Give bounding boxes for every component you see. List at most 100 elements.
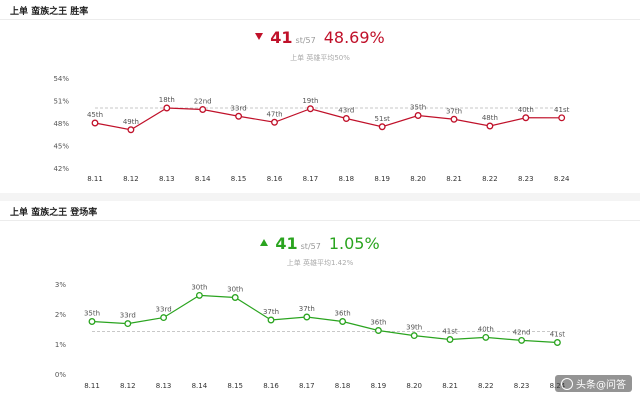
data-label: 33rd: [231, 104, 247, 112]
data-label: 35th: [410, 104, 426, 112]
data-point: [271, 118, 278, 126]
x-tick-label: 8.15: [227, 382, 243, 390]
x-tick-label: 8.19: [371, 382, 387, 390]
x-tick-label: 8.12: [120, 382, 136, 390]
data-label: 22nd: [194, 98, 212, 106]
watermark: 头条@问答: [555, 375, 632, 392]
data-point: [303, 313, 311, 321]
x-tick-label: 8.23: [518, 175, 534, 183]
x-tick-label: 8.20: [410, 175, 426, 183]
y-tick-label: 2%: [55, 311, 66, 319]
data-label: 36th: [370, 319, 386, 327]
y-tick-label: 48%: [53, 120, 69, 128]
data-point: [127, 126, 135, 134]
pickrate-rank-suffix: st: [300, 242, 308, 251]
x-tick-label: 8.13: [156, 382, 172, 390]
x-tick-label: 8.21: [442, 382, 458, 390]
winrate-headline: 41 st/57 48.69%: [0, 28, 640, 47]
winrate-panel: 上单 蛮族之王 胜率 41 st/57 48.69% 上单 英雄平均50% 54% 5…: [0, 0, 640, 193]
data-label: 40th: [478, 325, 494, 333]
winrate-rank: 41: [270, 28, 293, 47]
x-tick-label: 8.23: [514, 382, 530, 390]
y-tick-label: 0%: [55, 371, 66, 379]
data-label: 37th: [446, 107, 462, 115]
data-point: [378, 123, 386, 131]
data-point: [522, 114, 530, 122]
data-point: [91, 119, 99, 127]
x-tick-label: 8.12: [123, 175, 139, 183]
data-point: [231, 294, 239, 301]
data-label: 30th: [191, 283, 207, 291]
winrate-panel-title: 上单 蛮族之王 胜率: [10, 7, 89, 17]
watermark-logo-icon: [561, 378, 573, 390]
x-tick-label: 8.17: [303, 175, 319, 183]
y-tick-label: 45%: [53, 143, 69, 151]
y-tick-label: 54%: [53, 75, 69, 83]
data-point: [450, 115, 458, 123]
x-tick-label: 8.14: [195, 175, 211, 183]
x-tick-label: 8.16: [263, 382, 279, 390]
series-line: [94, 107, 562, 131]
data-label: 45th: [87, 111, 103, 119]
x-tick-label: 8.21: [446, 175, 462, 183]
data-label: 41st: [442, 328, 458, 336]
pickrate-panel-title: 上单 蛮族之王 登场率: [10, 208, 98, 218]
y-tick-label: 1%: [55, 341, 66, 349]
data-point: [235, 112, 243, 120]
title-divider: [0, 220, 640, 221]
x-tick-label: 8.22: [482, 175, 498, 183]
data-label: 37th: [299, 305, 315, 313]
data-label: 41st: [550, 331, 566, 339]
x-tick-label: 8.11: [84, 382, 100, 390]
data-label: 36th: [335, 310, 351, 318]
series-line: [91, 294, 558, 344]
pickrate-headline: 41 st/57 1.05%: [0, 234, 640, 253]
x-tick-label: 8.20: [406, 382, 422, 390]
x-tick-label: 8.17: [299, 382, 315, 390]
data-point: [306, 105, 314, 113]
data-point: [342, 115, 350, 122]
data-point: [160, 314, 168, 322]
winrate-average-note: 上单 英雄平均50%: [290, 54, 350, 62]
watermark-text: 头条@问答: [576, 380, 626, 391]
data-label: 37th: [263, 308, 279, 316]
data-label: 35th: [84, 310, 100, 318]
data-label: 40th: [518, 106, 534, 114]
x-tick-label: 8.18: [339, 175, 355, 183]
x-tick-label: 8.14: [192, 382, 208, 390]
pickrate-average-note: 上单 英雄平均1.42%: [286, 259, 354, 267]
winrate-chart: 54% 51% 48% 45% 42% 45th 49th 18th 22nd 33rd 47th 1…: [53, 75, 570, 183]
data-point: [374, 327, 382, 334]
data-label: 39th: [406, 324, 422, 332]
data-label: 51st: [375, 115, 391, 123]
x-tick-label: 8.19: [374, 175, 390, 183]
x-tick-label: 8.22: [478, 382, 494, 390]
x-tick-label: 8.13: [159, 175, 175, 183]
pickrate-percent: 1.05%: [328, 234, 380, 253]
data-point: [446, 336, 454, 343]
x-tick-label: 8.18: [335, 382, 351, 390]
winrate-rank-suffix: st: [295, 36, 303, 45]
data-point: [553, 339, 561, 346]
winrate-percent: 48.69%: [323, 28, 385, 47]
x-tick-label: 8.11: [87, 175, 103, 183]
x-tick-label: 8.24: [554, 175, 570, 183]
data-point: [163, 104, 171, 112]
title-divider: [0, 19, 640, 20]
data-label: 33rd: [120, 312, 136, 320]
data-label: 30th: [227, 286, 243, 294]
pickrate-panel: 上单 蛮族之王 登场率 41 st/57 1.05% 上单 英雄平均1.42% 3%…: [0, 201, 640, 400]
data-point: [410, 332, 418, 340]
data-label: 49th: [123, 118, 139, 126]
x-tick-label: 8.16: [267, 175, 283, 183]
data-label: 48th: [482, 114, 498, 122]
data-label: 41st: [554, 106, 570, 114]
data-point: [88, 318, 96, 325]
data-label: 18th: [159, 96, 175, 104]
data-point: [199, 106, 207, 113]
data-point: [124, 320, 132, 328]
pickrate-chart: 3% 2% 1% 0% 35th 33rd 33rd 30th 30th 37th 37th 36th…: [55, 281, 566, 390]
data-point: [267, 316, 275, 324]
data-point: [486, 122, 494, 130]
data-point: [518, 336, 526, 344]
